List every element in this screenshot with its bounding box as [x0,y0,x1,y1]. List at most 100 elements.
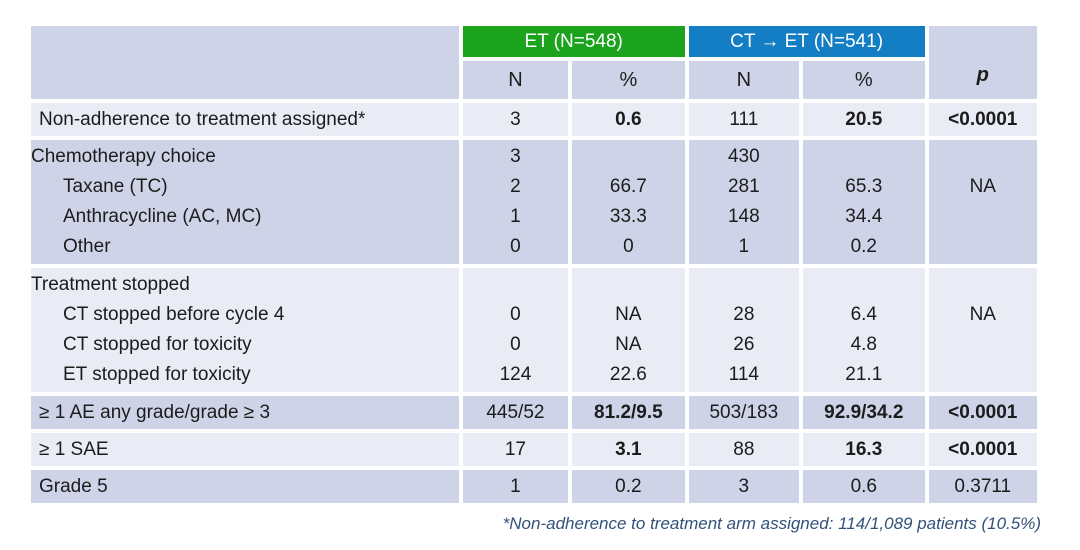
value-line [929,270,1037,300]
value-line: 124 [499,364,532,385]
value-cell: 0.6 [572,103,685,136]
value-cell: 3.1 [572,433,685,466]
value-cell: 17 [462,433,569,466]
value-line: 281 [727,176,760,197]
value-cell: 503/183 [688,396,800,429]
value-line [689,270,799,300]
value-cell: 20.5 [803,103,925,136]
value-cell: NA [928,268,1037,392]
value-cell: 6.4 4.8 21.1 [803,268,925,392]
value-line: 430 [727,146,760,167]
value-cell: 81.2/9.5 [572,396,685,429]
value-cell: 66.7 33.3 0 [572,140,685,264]
value-line [929,330,1037,360]
row-label-line: Taxane (TC) [63,176,168,197]
value-line: 21.1 [845,364,883,385]
table-row: Grade 5 1 0.2 3 0.6 0.3711 [31,470,1037,503]
row-label-line: ET stopped for toxicity [63,364,251,385]
value-cell: 3 2 1 0 [462,140,569,264]
row-label-cell: Grade 5 [31,470,459,503]
corner-cell [31,26,459,99]
value-line [803,142,924,172]
column-group-ct-et: CT → ET (N=541) [688,26,925,57]
row-label-cell: Treatment stopped CT stopped before cycle… [31,268,459,392]
column-header-pct-ctet: % [803,61,925,99]
value-cell: 28 26 114 [688,268,800,392]
row-label-line: Chemotherapy choice [31,146,216,167]
header-group-row: ET (N=548) CT → ET (N=541) p [31,26,1037,99]
value-line: NA [969,304,996,325]
value-line: 0.2 [850,236,877,257]
results-table: ET (N=548) CT → ET (N=541) p N % N % Non… [27,22,1041,507]
value-cell: 0 0 124 [462,268,569,392]
value-line [463,270,568,300]
row-label-cell: Non-adherence to treatment assigned* [31,103,459,136]
value-cell: NA [928,140,1037,264]
value-line: NA [615,334,642,355]
value-cell: 3 [462,103,569,136]
header-sub-row: N % N % [31,61,1037,99]
table-row: Non-adherence to treatment assigned* 3 0.6… [31,103,1037,136]
value-line: 114 [728,364,759,385]
value-cell: 88 [688,433,800,466]
row-label-cell: ≥ 1 SAE [31,433,459,466]
footnote: *Non-adherence to treatment arm assigned… [502,514,1041,533]
value-cell: 430 281 148 1 [688,140,800,264]
value-line [929,360,1037,390]
value-line [803,270,924,300]
table-row: Chemotherapy choice Taxane (TC) Anthracycl… [31,140,1037,264]
row-label-cell: ≥ 1 AE any grade/grade ≥ 3 [31,396,459,429]
value-cell: 92.9/34.2 [803,396,925,429]
column-header-pct-et: % [572,61,685,99]
value-line: 148 [727,206,760,227]
value-cell: NA NA 22.6 [572,268,685,392]
value-line [929,202,1037,232]
value-line: 3 [510,146,521,167]
value-line: 26 [733,334,755,355]
column-header-n-ctet: N [688,61,800,99]
value-line: 0 [510,236,521,257]
value-line [929,142,1037,172]
value-line: 4.8 [850,334,877,355]
value-line [929,232,1037,262]
table-body: Non-adherence to treatment assigned* 3 0.6… [31,103,1037,503]
value-line: 65.3 [845,176,883,197]
value-line: 1 [738,236,750,257]
value-cell: <0.0001 [928,433,1037,466]
row-label-line: Other [63,236,111,257]
value-cell: 445/52 [462,396,569,429]
value-cell: 111 [688,103,800,136]
value-cell: <0.0001 [928,396,1037,429]
column-header-n-et: N [462,61,569,99]
value-line: 22.6 [609,364,647,385]
column-header-p: p [928,26,1037,99]
value-line: 33.3 [609,206,647,227]
value-cell: <0.0001 [928,103,1037,136]
row-label-line: Treatment stopped [31,274,190,295]
value-line [572,142,684,172]
value-cell: 3 [688,470,800,503]
value-cell: 0.2 [572,470,685,503]
value-line: NA [615,304,642,325]
value-line: 1 [510,206,521,227]
row-label-line: CT stopped before cycle 4 [63,304,285,325]
table-row: ≥ 1 AE any grade/grade ≥ 3 445/52 81.2/9.5… [31,396,1037,429]
value-cell: 16.3 [803,433,925,466]
value-line [572,270,684,300]
value-cell: 1 [462,470,569,503]
table-row: Treatment stopped CT stopped before cycle… [31,268,1037,392]
value-line: 0 [623,236,634,257]
value-line: NA [969,176,996,197]
table-row: ≥ 1 SAE 17 3.1 88 16.3 <0.0001 [31,433,1037,466]
value-cell: 65.3 34.4 0.2 [803,140,925,264]
value-line: 34.4 [845,206,883,227]
column-group-et: ET (N=548) [462,26,685,57]
value-line: 6.4 [850,304,877,325]
value-line: 28 [733,304,755,325]
row-label-line: Anthracycline (AC, MC) [63,206,262,227]
value-cell: 0.6 [803,470,925,503]
value-line: 0 [510,334,521,355]
value-line: 2 [510,176,521,197]
row-label-cell: Chemotherapy choice Taxane (TC) Anthracycl… [31,140,459,264]
